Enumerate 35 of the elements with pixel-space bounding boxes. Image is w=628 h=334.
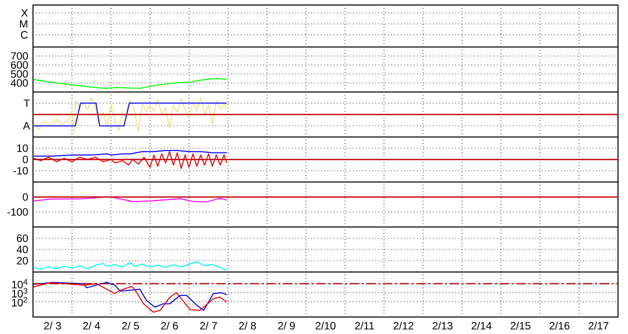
- y-tick-label: 20: [16, 256, 28, 265]
- x-tick-label: 2/16: [550, 322, 570, 330]
- y-tick-label: 600: [11, 61, 28, 69]
- y-tick-label: 60: [16, 234, 28, 242]
- x-tick-label: 2/15: [510, 322, 530, 330]
- x-tick-label: 2/ 7: [200, 322, 217, 330]
- y-tick-label: 500: [10, 70, 28, 78]
- y-tick-label: 40: [16, 246, 28, 254]
- y-tick-label: 0: [22, 193, 28, 201]
- y-tick-label: 0: [22, 156, 28, 164]
- y-tick-label: -100: [7, 208, 28, 216]
- text: X: [21, 9, 28, 17]
- x-tick-label: 2/ 4: [83, 322, 100, 330]
- x-tick-label: 2/14: [472, 322, 492, 330]
- x-tick-label: 2/12: [394, 322, 414, 330]
- x-tick-label: 2/ 5: [122, 322, 139, 330]
- text: C: [20, 31, 28, 39]
- x-tick-label: 2/ 3: [44, 322, 61, 330]
- x-tick-label: 2/ 9: [278, 322, 295, 330]
- x-tick-label: 2/10: [316, 322, 336, 330]
- x-tick-label: 2/ 8: [239, 322, 256, 330]
- x-tick-label: 2/ 6: [161, 322, 178, 330]
- y-tick-label: 10$^{3}$: [12, 288, 28, 298]
- text: M: [20, 20, 28, 28]
- y-tick-label: -10: [13, 166, 28, 175]
- text: A: [22, 122, 30, 130]
- x-tick-label: 2/17: [588, 322, 608, 330]
- y-tick-label: 10$^{4}$: [12, 279, 28, 288]
- y-tick-label: 700: [11, 52, 28, 60]
- x-tick-label: 2/13: [432, 322, 452, 330]
- y-tick-label: 10: [17, 144, 28, 152]
- text: T: [24, 100, 30, 107]
- y-tick-label: 10$^{2}$: [12, 296, 28, 306]
- x-tick-label: 2/11: [355, 322, 374, 330]
- y-tick-label: 400: [10, 79, 28, 87]
